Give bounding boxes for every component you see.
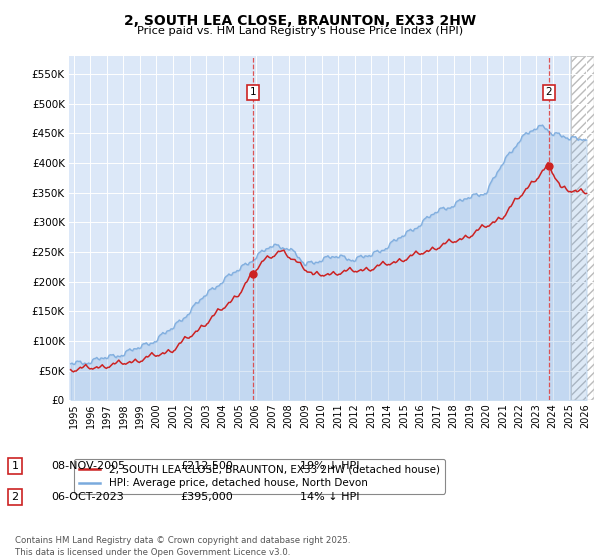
Text: 2, SOUTH LEA CLOSE, BRAUNTON, EX33 2HW: 2, SOUTH LEA CLOSE, BRAUNTON, EX33 2HW <box>124 14 476 28</box>
Text: £395,000: £395,000 <box>180 492 233 502</box>
Text: 2: 2 <box>11 492 19 502</box>
Text: 1: 1 <box>250 87 256 97</box>
Bar <box>571 56 594 400</box>
Text: Price paid vs. HM Land Registry's House Price Index (HPI): Price paid vs. HM Land Registry's House … <box>137 26 463 36</box>
Text: 2: 2 <box>545 87 552 97</box>
Bar <box>571 56 594 400</box>
Text: Contains HM Land Registry data © Crown copyright and database right 2025.
This d: Contains HM Land Registry data © Crown c… <box>15 536 350 557</box>
Text: 06-OCT-2023: 06-OCT-2023 <box>51 492 124 502</box>
Legend: 2, SOUTH LEA CLOSE, BRAUNTON, EX33 2HW (detached house), HPI: Average price, det: 2, SOUTH LEA CLOSE, BRAUNTON, EX33 2HW (… <box>74 459 445 493</box>
Text: 08-NOV-2005: 08-NOV-2005 <box>51 461 125 471</box>
Text: 14% ↓ HPI: 14% ↓ HPI <box>300 492 359 502</box>
Text: 1: 1 <box>11 461 19 471</box>
Text: 19% ↓ HPI: 19% ↓ HPI <box>300 461 359 471</box>
Text: £212,500: £212,500 <box>180 461 233 471</box>
